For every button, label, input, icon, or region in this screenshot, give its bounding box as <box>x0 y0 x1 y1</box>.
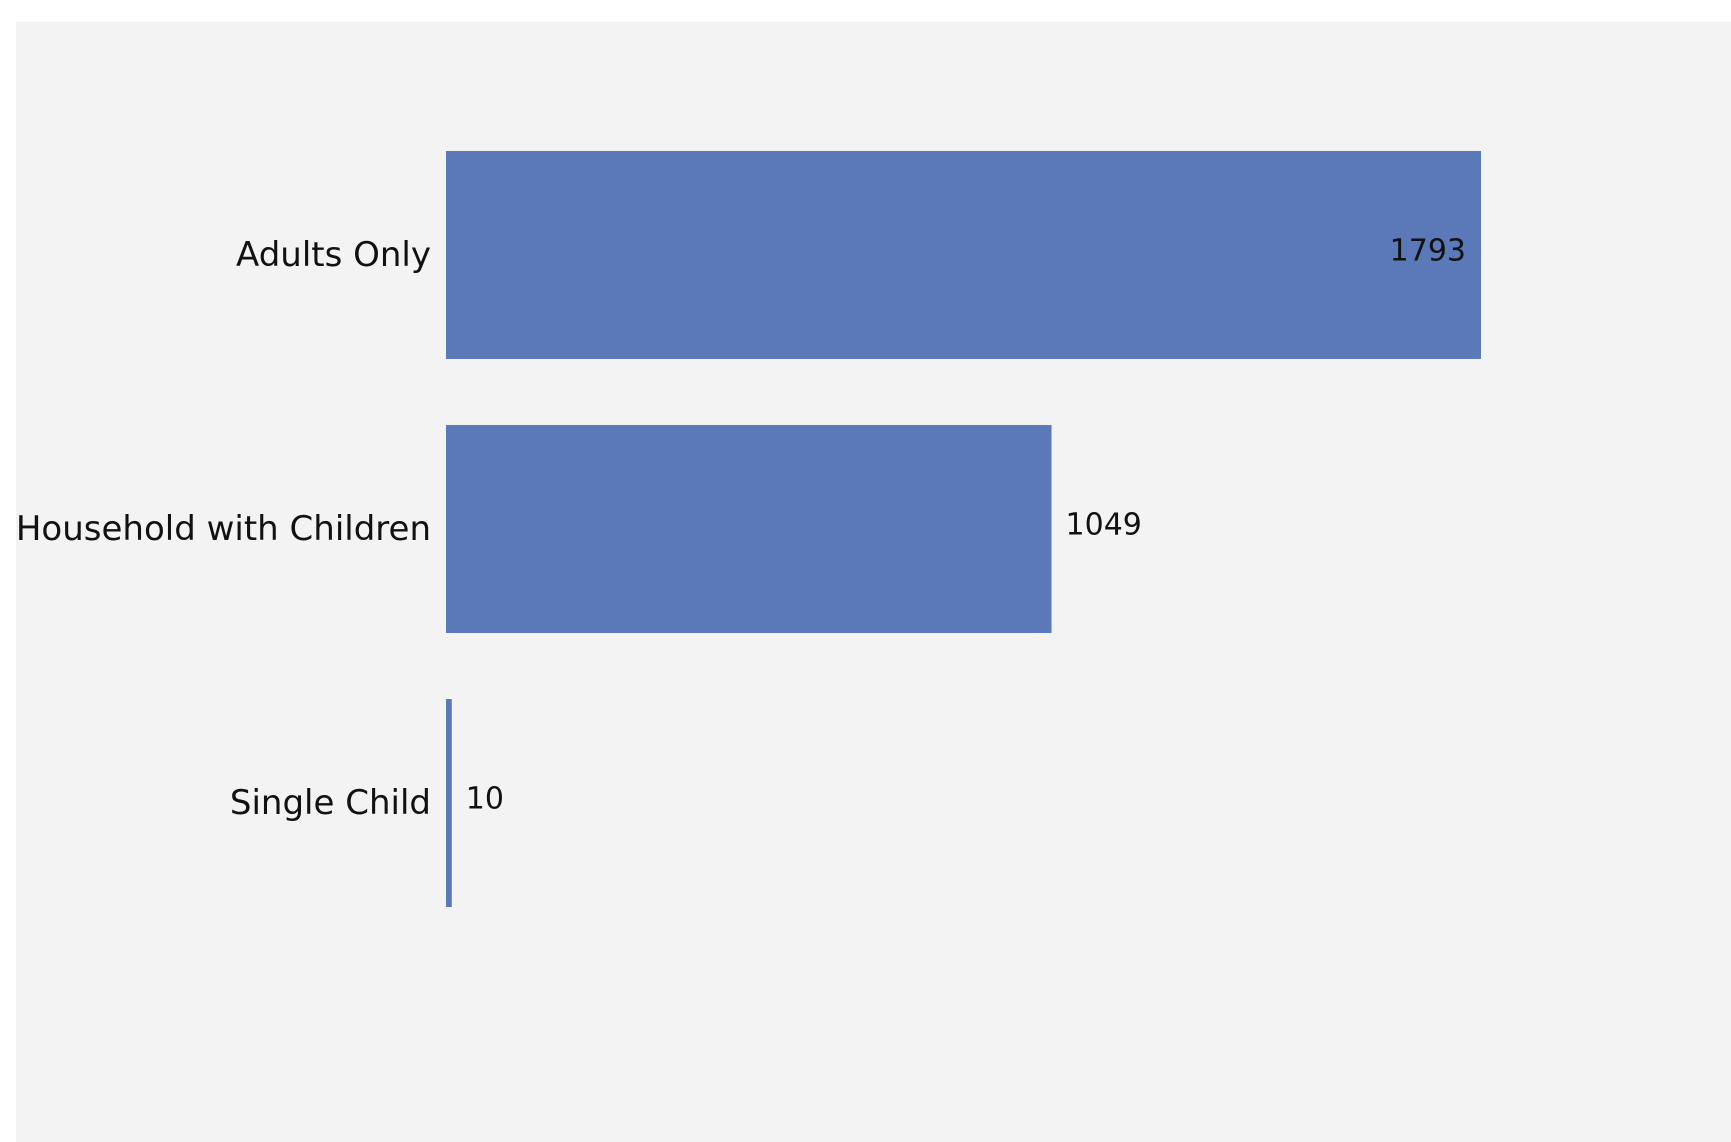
bar-chart: Adults Only Household with Children Single… <box>16 151 1481 907</box>
category-label-household-with-children: Household with Children <box>16 509 431 549</box>
chart-panel: Adults Only Household with Children Single… <box>16 22 1731 1142</box>
bar-single-child <box>446 699 452 907</box>
bars-layer <box>446 151 1481 907</box>
value-label-household-with-children: 1049 <box>1066 508 1142 543</box>
value-labels: 1793 1049 10 <box>466 234 1466 817</box>
value-label-adults-only: 1793 <box>1390 234 1466 269</box>
bar-adults-only <box>446 151 1481 359</box>
category-label-adults-only: Adults Only <box>236 235 431 275</box>
category-label-single-child: Single Child <box>230 783 431 823</box>
value-label-single-child: 10 <box>466 782 504 817</box>
bar-household-with-children <box>446 425 1052 633</box>
category-labels: Adults Only Household with Children Single… <box>16 235 431 823</box>
